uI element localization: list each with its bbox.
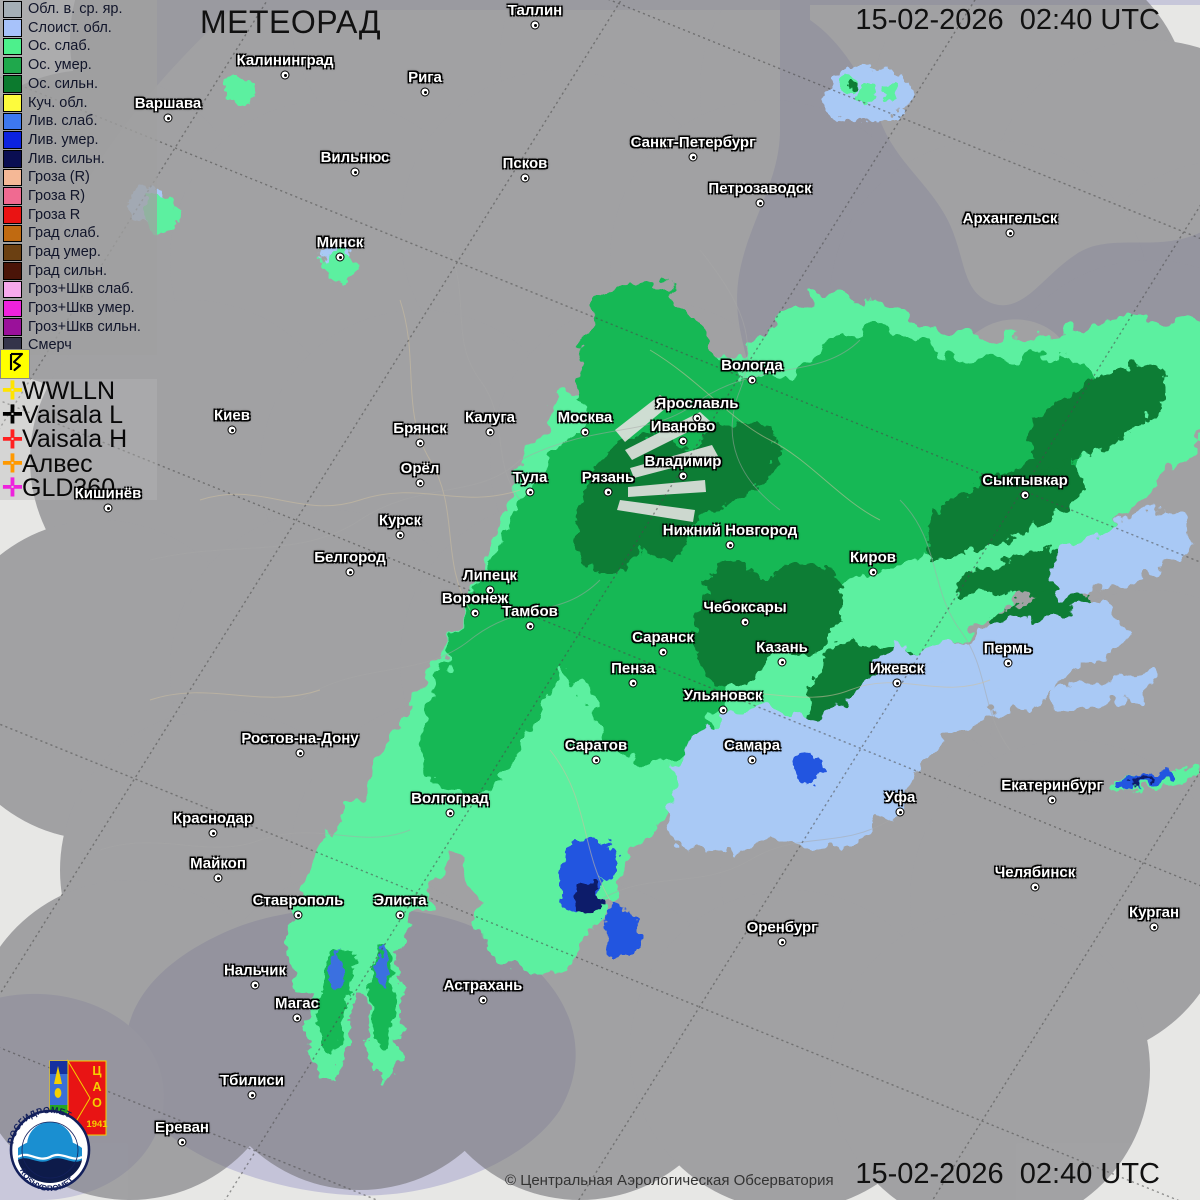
svg-text:А: А — [92, 1080, 101, 1094]
svg-text:Ц: Ц — [92, 1064, 102, 1078]
svg-text:О: О — [92, 1096, 102, 1110]
svg-text:1941: 1941 — [86, 1119, 108, 1130]
